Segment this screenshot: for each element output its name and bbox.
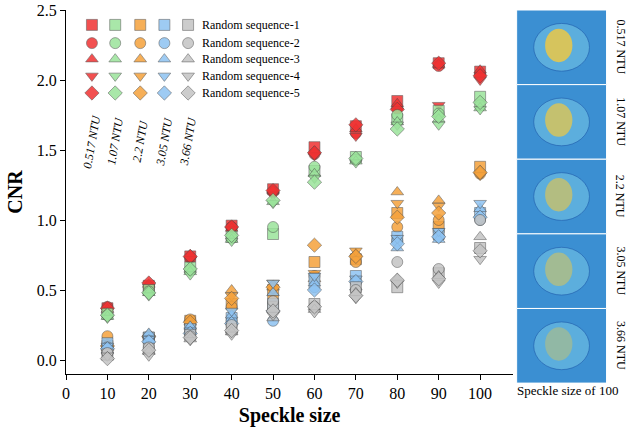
svg-text:3.66 NTU: 3.66 NTU [177,116,199,167]
svg-text:2.2 NTU: 2.2 NTU [613,175,627,218]
svg-text:Random sequence-3: Random sequence-3 [202,52,300,66]
svg-text:3.05 NTU: 3.05 NTU [153,116,175,167]
svg-text:100: 100 [468,385,492,402]
svg-text:30: 30 [182,385,198,402]
svg-text:70: 70 [348,385,364,402]
svg-text:1.0: 1.0 [37,212,57,229]
svg-text:2.0: 2.0 [37,72,57,89]
svg-text:0.0: 0.0 [37,352,57,369]
svg-text:0.517 NTU: 0.517 NTU [614,20,628,75]
svg-text:Random sequence-1: Random sequence-1 [202,18,300,32]
svg-text:40: 40 [224,385,240,402]
svg-text:Random sequence-4: Random sequence-4 [202,69,300,83]
svg-text:0.517 NTU: 0.517 NTU [80,113,103,169]
svg-text:Speckle size of 100: Speckle size of 100 [517,383,618,398]
svg-text:0: 0 [62,385,70,402]
svg-text:90: 90 [431,385,447,402]
svg-text:60: 60 [306,385,322,402]
svg-text:1.5: 1.5 [37,142,57,159]
svg-text:50: 50 [265,385,281,402]
svg-text:20: 20 [141,385,157,402]
svg-text:80: 80 [389,385,405,402]
svg-text:2.5: 2.5 [37,2,57,19]
svg-text:Random sequence-5: Random sequence-5 [202,86,300,100]
svg-text:0.5: 0.5 [37,282,57,299]
svg-text:1.07 NTU: 1.07 NTU [104,116,126,166]
svg-text:3.66 NTU: 3.66 NTU [614,321,628,370]
svg-text:2.2 NTU: 2.2 NTU [130,119,151,163]
svg-text:CNR: CNR [4,170,26,214]
svg-text:1.07 NTU: 1.07 NTU [614,97,628,146]
svg-text:10: 10 [99,385,115,402]
svg-text:Random sequence-2: Random sequence-2 [202,36,300,50]
svg-text:3.05 NTU: 3.05 NTU [614,246,628,295]
svg-text:Speckle size: Speckle size [239,404,341,427]
